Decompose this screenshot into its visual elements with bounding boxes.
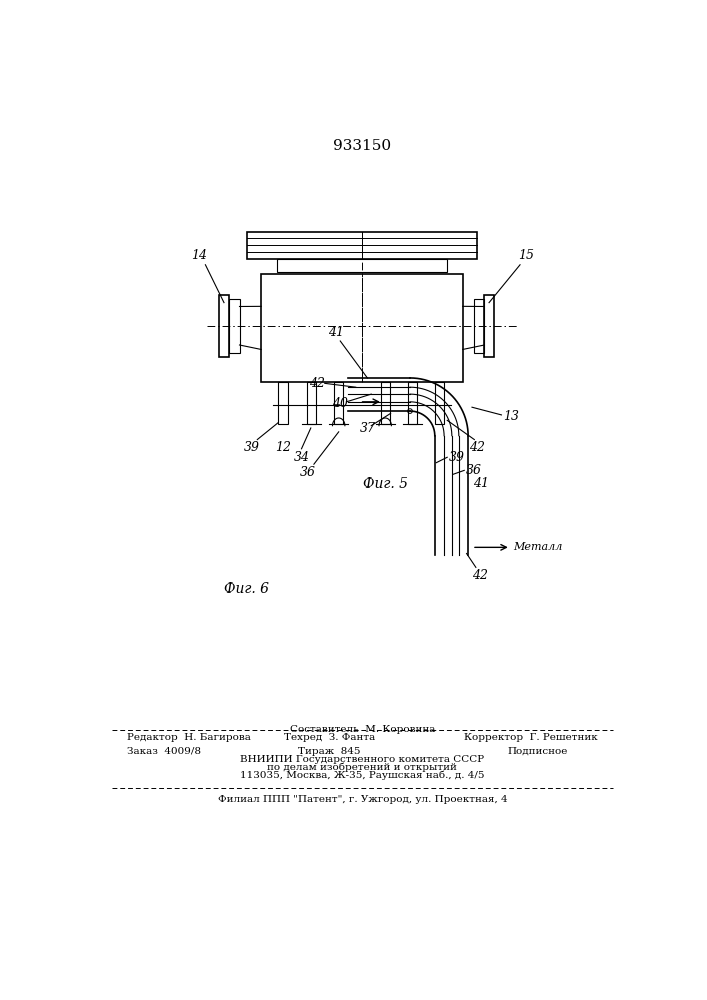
Text: 113035, Москва, Ж-35, Раушская наб., д. 4/5: 113035, Москва, Ж-35, Раушская наб., д. … (240, 771, 484, 780)
Text: 37: 37 (359, 422, 375, 435)
Bar (247, 232, 477, 259)
Text: Тираж  845: Тираж 845 (298, 747, 361, 756)
Text: 36: 36 (466, 464, 481, 477)
Bar (408, 382, 417, 424)
Text: 12: 12 (275, 441, 291, 454)
Text: 41: 41 (473, 477, 489, 490)
Text: 41: 41 (328, 326, 344, 339)
Text: Филиал ППП "Патент", г. Ужгород, ул. Проектная, 4: Филиал ППП "Патент", г. Ужгород, ул. Про… (218, 795, 507, 804)
Text: Редактор  Н. Багирова: Редактор Н. Багирова (127, 733, 250, 742)
Bar (380, 382, 390, 424)
Text: 13: 13 (503, 410, 519, 423)
Text: 42: 42 (472, 569, 488, 582)
Bar (228, 299, 240, 353)
Bar (474, 299, 484, 353)
Text: 39: 39 (244, 441, 260, 454)
Text: 34: 34 (293, 451, 310, 464)
Text: Подписное: Подписное (508, 747, 568, 756)
Text: 14: 14 (191, 249, 207, 262)
Text: Составитель  М. Коровина: Составитель М. Коровина (290, 725, 435, 734)
Bar (279, 382, 288, 424)
Text: ВНИИПИ Государственного комитета СССР: ВНИИПИ Государственного комитета СССР (240, 755, 484, 764)
Bar (334, 382, 344, 424)
Text: 40: 40 (332, 397, 349, 410)
Text: 42: 42 (309, 377, 325, 390)
Text: Техред  З. Фанта: Техред З. Фанта (284, 733, 375, 742)
Text: 933150: 933150 (333, 139, 391, 153)
Text: Корректор  Г. Решетник: Корректор Г. Решетник (464, 733, 598, 742)
Text: Заказ  4009/8: Заказ 4009/8 (127, 747, 201, 756)
Bar (219, 295, 228, 357)
Text: Металл: Металл (513, 542, 563, 552)
Text: по делам изобретений и открытий: по делам изобретений и открытий (267, 763, 457, 772)
Text: 15: 15 (518, 249, 534, 262)
Bar (276, 259, 448, 272)
Text: Фиг. 6: Фиг. 6 (224, 582, 269, 596)
Text: 42: 42 (469, 441, 485, 454)
Text: Фиг. 5: Фиг. 5 (363, 477, 408, 491)
Bar (307, 382, 316, 424)
Text: 36: 36 (300, 466, 316, 480)
Bar (484, 295, 493, 357)
Text: 39: 39 (449, 451, 464, 464)
Bar (261, 274, 462, 382)
Bar (435, 382, 444, 424)
